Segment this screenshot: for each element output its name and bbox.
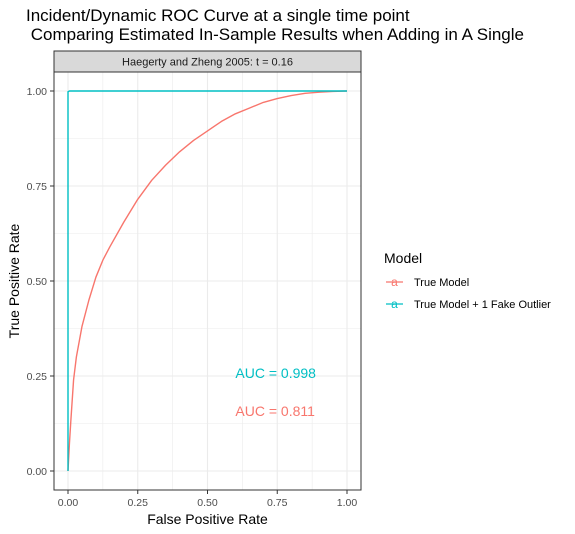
legend: Model a True Model a True Model + 1 Fake Ou… [384,250,551,311]
legend-label: True Model [414,277,469,289]
series-layer [67,90,348,472]
legend-title: Model [384,250,422,266]
x-tick-label: 0.75 [267,497,288,509]
legend-key-glyph: a [391,297,398,311]
roc-line-true-model [67,90,348,472]
legend-label: True Model + 1 Fake Outlier [414,299,551,311]
x-axis-title: False Positive Rate [147,511,268,527]
y-tick-label: 1.00 [27,86,48,98]
x-axis: 0.00 0.25 0.50 0.75 1.00 [58,490,358,509]
y-axis: 0.00 0.25 0.50 0.75 1.00 [27,86,54,478]
y-tick-label: 0.50 [27,276,48,288]
facet-label: Haegerty and Zheng 2005: t = 0.16 [122,57,293,69]
auc-annotation: AUC = 0.998 [235,365,316,381]
y-axis-title: True Positive Rate [6,223,22,338]
chart-subtitle: Comparing Estimated In-Sample Results wh… [26,25,524,44]
x-tick-label: 0.50 [197,497,218,509]
annotation-layer: AUC = 0.998 AUC = 0.811 [235,365,316,419]
x-tick-label: 0.00 [58,497,79,509]
chart-title: Incident/Dynamic ROC Curve at a single t… [26,6,410,25]
y-tick-label: 0.75 [27,181,48,193]
roc-line-true-model-1-fake-outlier [67,90,347,471]
x-tick-label: 1.00 [337,497,358,509]
x-tick-label: 0.25 [128,497,149,509]
y-tick-label: 0.00 [27,466,48,478]
legend-key-glyph: a [391,275,398,289]
y-tick-label: 0.25 [27,371,48,383]
auc-annotation: AUC = 0.811 [235,403,315,419]
